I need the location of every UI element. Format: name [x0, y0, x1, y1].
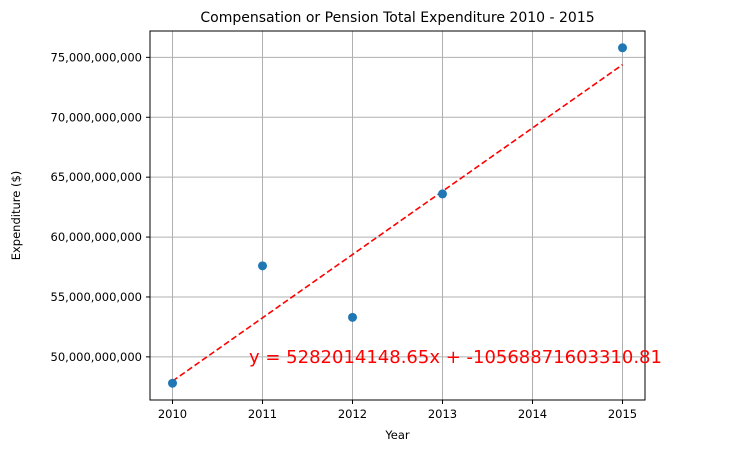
data-point — [618, 43, 627, 53]
x-tick-label: 2011 — [248, 407, 277, 421]
y-tick-label: 75,000,000,000 — [51, 50, 142, 64]
x-axis-label: Year — [384, 428, 410, 442]
data-point — [258, 261, 267, 271]
data-point — [438, 189, 447, 199]
trendline — [172, 64, 623, 382]
x-tick-label: 2014 — [518, 407, 547, 421]
grid-lines — [150, 31, 645, 400]
y-axis-label: Expenditure ($) — [9, 171, 23, 261]
data-points — [168, 43, 627, 388]
x-tick-label: 2010 — [158, 407, 187, 421]
y-tick-label: 65,000,000,000 — [51, 170, 142, 184]
x-tick-label: 2012 — [338, 407, 367, 421]
trendline-group — [172, 64, 623, 382]
chart-title: Compensation or Pension Total Expenditur… — [200, 10, 594, 26]
y-axis-ticks: 50,000,000,000 55,000,000,000 60,000,000,0… — [51, 50, 150, 364]
x-axis-ticks: 2010 2011 2012 2013 2014 2015 — [158, 400, 637, 421]
plot-area-frame — [149, 30, 646, 401]
y-tick-label: 70,000,000,000 — [51, 110, 142, 124]
y-tick-label: 50,000,000,000 — [51, 350, 142, 364]
y-tick-label: 55,000,000,000 — [51, 290, 142, 304]
data-point — [348, 312, 357, 322]
x-tick-label: 2013 — [428, 407, 457, 421]
y-tick-label: 60,000,000,000 — [51, 230, 142, 244]
x-tick-label: 2015 — [608, 407, 637, 421]
data-point — [168, 378, 177, 388]
trendline-equation: y = 5282014148.65x + -10568871603310.81 — [249, 347, 662, 368]
